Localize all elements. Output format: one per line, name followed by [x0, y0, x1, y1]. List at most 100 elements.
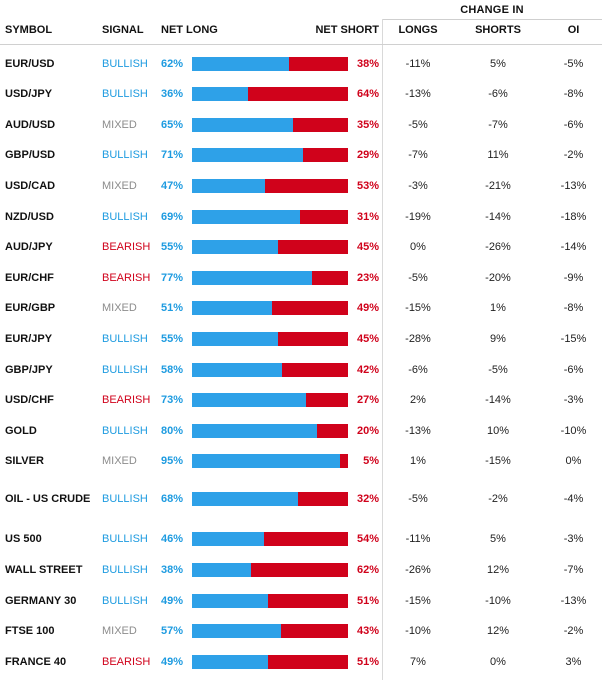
net-long-bar-fill	[192, 393, 306, 407]
table-row[interactable]: EUR/USD BULLISH 62% 38% -11% 5% -5%	[0, 49, 602, 79]
net-short-bar-fill	[288, 57, 348, 71]
net-short-percent: 64%	[356, 88, 379, 100]
net-short-percent: 38%	[356, 58, 379, 70]
table-row[interactable]: GERMANY 30 BULLISH 49% 51% -15% -10% -13%	[0, 586, 602, 616]
table-row[interactable]: EUR/GBP MIXED 51% 49% -15% 1% -8%	[0, 293, 602, 323]
change-longs-cell: -13%	[405, 425, 431, 437]
table-row[interactable]: GOLD BULLISH 80% 20% -13% 10% -10%	[0, 416, 602, 446]
table-row[interactable]: US 500 BULLISH 46% 54% -11% 5% -3%	[0, 524, 602, 554]
net-short-percent: 53%	[356, 180, 379, 192]
signal-cell: BULLISH	[102, 425, 148, 437]
signal-cell: BEARISH	[102, 394, 151, 406]
net-short-bar-fill	[316, 424, 348, 438]
symbol-cell[interactable]: SILVER	[5, 454, 44, 467]
signal-cell: MIXED	[102, 455, 137, 467]
header-divider	[0, 44, 602, 45]
change-longs-cell: -15%	[405, 595, 431, 607]
net-short-bar-fill	[265, 179, 348, 193]
net-long-bar-fill	[192, 532, 264, 546]
change-oi-cell: 0%	[565, 455, 582, 467]
symbol-cell[interactable]: AUD/JPY	[5, 240, 53, 253]
table-row[interactable]: FRANCE 40 BEARISH 49% 51% 7% 0% 3%	[0, 647, 602, 677]
symbol-cell[interactable]: GBP/USD	[5, 148, 56, 161]
symbol-cell[interactable]: USD/CAD	[5, 179, 56, 192]
symbol-cell[interactable]: WALL STREET	[5, 563, 83, 576]
net-short-percent: 23%	[356, 272, 379, 284]
signal-cell: MIXED	[102, 302, 137, 314]
signal-cell: BULLISH	[102, 493, 148, 505]
sentiment-bar	[192, 655, 348, 669]
signal-cell: BULLISH	[102, 58, 148, 70]
symbol-cell[interactable]: EUR/CHF	[5, 271, 54, 284]
symbol-cell[interactable]: OIL - US CRUDE	[5, 492, 91, 505]
net-short-percent: 29%	[356, 149, 379, 161]
signal-cell: BULLISH	[102, 149, 148, 161]
table-row[interactable]: USD/CHF BEARISH 73% 27% 2% -14% -3%	[0, 385, 602, 415]
column-header-symbol[interactable]: SYMBOL	[5, 24, 53, 36]
net-short-percent: 62%	[356, 564, 379, 576]
symbol-cell[interactable]: US 500	[5, 532, 42, 545]
table-row[interactable]: USD/JPY BULLISH 36% 64% -13% -6% -8%	[0, 79, 602, 109]
net-long-bar-fill	[192, 118, 294, 132]
signal-cell: BEARISH	[102, 241, 151, 253]
symbol-cell[interactable]: GERMANY 30	[5, 594, 77, 607]
sentiment-bar	[192, 393, 348, 407]
column-header-net-long[interactable]: NET LONG	[161, 24, 218, 36]
table-row[interactable]: AUD/USD MIXED 65% 35% -5% -7% -6%	[0, 110, 602, 140]
table-row[interactable]: GBP/USD BULLISH 71% 29% -7% 11% -2%	[0, 140, 602, 170]
sentiment-bar	[192, 424, 348, 438]
table-row[interactable]: EUR/CHF BEARISH 77% 23% -5% -20% -9%	[0, 263, 602, 293]
table-row[interactable]: WALL STREET BULLISH 38% 62% -26% 12% -7%	[0, 555, 602, 585]
change-oi-cell: -6%	[563, 364, 584, 376]
column-header-oi[interactable]: OI	[567, 24, 580, 36]
net-long-bar-fill	[192, 240, 278, 254]
column-header-shorts[interactable]: SHORTS	[475, 24, 521, 36]
change-longs-cell: -3%	[408, 180, 428, 192]
symbol-cell[interactable]: EUR/USD	[5, 57, 55, 70]
symbol-cell[interactable]: AUD/USD	[5, 118, 56, 131]
table-row[interactable]: FTSE 100 MIXED 57% 43% -10% 12% -2%	[0, 616, 602, 646]
net-long-bar-fill	[192, 594, 269, 608]
net-long-percent: 77%	[161, 272, 184, 284]
symbol-cell[interactable]: USD/JPY	[5, 87, 53, 100]
table-row[interactable]: EUR/JPY BULLISH 55% 45% -28% 9% -15%	[0, 324, 602, 354]
symbol-cell[interactable]: FTSE 100	[5, 624, 55, 637]
symbol-cell[interactable]: GBP/JPY	[5, 363, 53, 376]
net-short-percent: 27%	[356, 394, 379, 406]
change-longs-cell: -5%	[408, 119, 428, 131]
net-short-bar-fill	[298, 492, 348, 506]
change-longs-cell: -6%	[408, 364, 428, 376]
change-in-divider	[382, 19, 602, 20]
net-short-bar-fill	[299, 210, 348, 224]
symbol-cell[interactable]: NZD/USD	[5, 210, 54, 223]
change-shorts-cell: -26%	[485, 241, 511, 253]
column-header-longs[interactable]: LONGS	[398, 24, 438, 36]
table-row[interactable]: NZD/USD BULLISH 69% 31% -19% -14% -18%	[0, 202, 602, 232]
symbol-cell[interactable]: EUR/JPY	[5, 332, 53, 345]
net-long-percent: 71%	[161, 149, 184, 161]
column-header-net-short[interactable]: NET SHORT	[315, 24, 379, 36]
change-oi-cell: -3%	[563, 533, 584, 545]
net-short-bar-fill	[340, 454, 348, 468]
net-long-percent: 95%	[161, 455, 184, 467]
sentiment-bar	[192, 57, 348, 71]
symbol-cell[interactable]: FRANCE 40	[5, 655, 67, 668]
net-short-bar-fill	[305, 393, 348, 407]
symbol-cell[interactable]: EUR/GBP	[5, 301, 56, 314]
net-long-percent: 57%	[161, 625, 184, 637]
table-row[interactable]: SILVER MIXED 95% 5% 1% -15% 0%	[0, 446, 602, 476]
table-row[interactable]: OIL - US CRUDE BULLISH 68% 32% -5% -2% -4%	[0, 477, 602, 521]
change-oi-cell: -5%	[563, 58, 584, 70]
net-long-percent: 51%	[161, 302, 184, 314]
net-long-percent: 69%	[161, 211, 184, 223]
table-row[interactable]: GBP/JPY BULLISH 58% 42% -6% -5% -6%	[0, 355, 602, 385]
net-short-percent: 51%	[356, 595, 379, 607]
change-shorts-cell: -21%	[485, 180, 511, 192]
symbol-cell[interactable]: USD/CHF	[5, 393, 54, 406]
change-shorts-cell: -2%	[488, 493, 508, 505]
sentiment-bar	[192, 492, 348, 506]
symbol-cell[interactable]: GOLD	[5, 424, 37, 437]
column-header-signal[interactable]: SIGNAL	[102, 24, 144, 36]
table-row[interactable]: USD/CAD MIXED 47% 53% -3% -21% -13%	[0, 171, 602, 201]
table-row[interactable]: AUD/JPY BEARISH 55% 45% 0% -26% -14%	[0, 232, 602, 262]
